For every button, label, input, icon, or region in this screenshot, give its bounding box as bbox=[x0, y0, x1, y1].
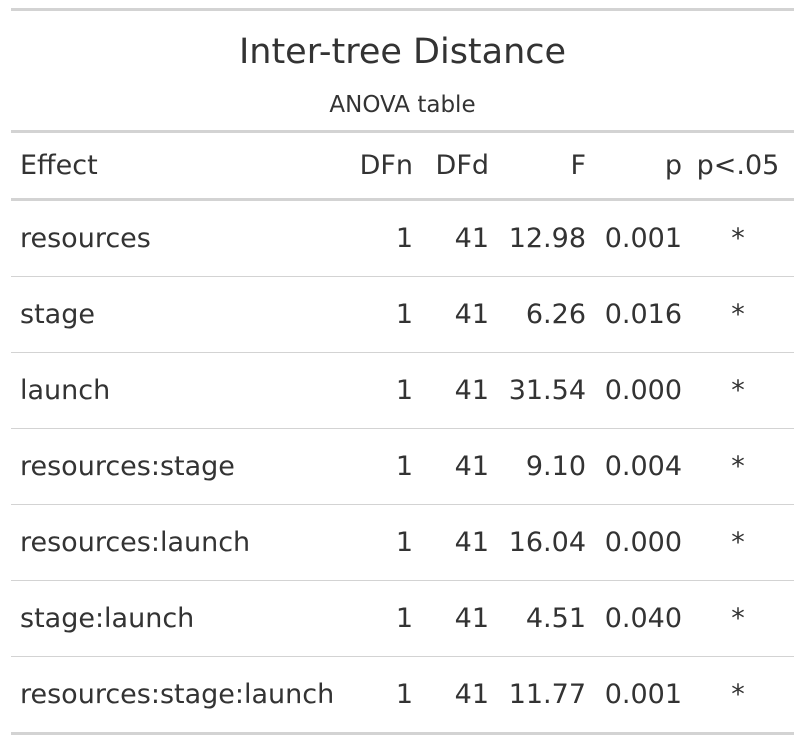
cell-f: 31.54 bbox=[489, 352, 586, 429]
cell-f: 16.04 bbox=[489, 504, 586, 581]
table-row: resources:launch 1 41 16.04 0.000 * bbox=[11, 504, 794, 581]
table-row: resources:stage 1 41 9.10 0.004 * bbox=[11, 428, 794, 505]
cell-f: 6.26 bbox=[489, 276, 586, 353]
table-row: stage:launch 1 41 4.51 0.040 * bbox=[11, 580, 794, 657]
cell-sig: * bbox=[682, 504, 794, 581]
cell-effect: resources:launch bbox=[11, 504, 346, 581]
cell-dfn: 1 bbox=[346, 352, 413, 429]
cell-sig: * bbox=[682, 199, 794, 277]
cell-dfn: 1 bbox=[346, 504, 413, 581]
cell-dfn: 1 bbox=[346, 428, 413, 505]
column-header-p: p bbox=[586, 133, 682, 201]
table-row: resources:stage:launch 1 41 11.77 0.001 … bbox=[11, 656, 794, 735]
cell-sig: * bbox=[682, 352, 794, 429]
cell-sig: * bbox=[682, 656, 794, 735]
table-title: Inter-tree Distance bbox=[238, 32, 567, 72]
cell-dfd: 41 bbox=[413, 504, 489, 581]
cell-sig: * bbox=[682, 276, 794, 353]
table-row: stage 1 41 6.26 0.016 * bbox=[11, 276, 794, 353]
cell-dfd: 41 bbox=[413, 199, 489, 277]
column-header-dfn: DFn bbox=[346, 133, 413, 201]
cell-p: 0.040 bbox=[586, 580, 682, 657]
cell-dfn: 1 bbox=[346, 199, 413, 277]
anova-table-container: Inter-tree Distance ANOVA table Effect D… bbox=[11, 8, 794, 735]
table-subtitle: ANOVA table bbox=[329, 92, 476, 118]
cell-effect: stage:launch bbox=[11, 580, 346, 657]
cell-effect: launch bbox=[11, 352, 346, 429]
cell-effect: resources bbox=[11, 199, 346, 277]
cell-dfd: 41 bbox=[413, 656, 489, 735]
column-header-f: F bbox=[489, 133, 586, 201]
anova-table: Effect DFn DFd F p p<.05 resources 1 41 … bbox=[11, 133, 794, 735]
cell-effect: resources:stage bbox=[11, 428, 346, 505]
cell-p: 0.004 bbox=[586, 428, 682, 505]
table-row: resources 1 41 12.98 0.001 * bbox=[11, 199, 794, 277]
column-header-sig: p<.05 bbox=[682, 133, 794, 201]
cell-dfd: 41 bbox=[413, 352, 489, 429]
cell-p: 0.000 bbox=[586, 504, 682, 581]
cell-f: 12.98 bbox=[489, 199, 586, 277]
cell-f: 4.51 bbox=[489, 580, 586, 657]
cell-sig: * bbox=[682, 580, 794, 657]
cell-dfd: 41 bbox=[413, 276, 489, 353]
header-top-rule bbox=[11, 130, 794, 133]
cell-p: 0.001 bbox=[586, 199, 682, 277]
cell-dfn: 1 bbox=[346, 656, 413, 735]
cell-dfd: 41 bbox=[413, 428, 489, 505]
column-header-effect: Effect bbox=[11, 133, 346, 201]
cell-dfn: 1 bbox=[346, 276, 413, 353]
cell-p: 0.016 bbox=[586, 276, 682, 353]
column-header-dfd: DFd bbox=[413, 133, 489, 201]
cell-p: 0.000 bbox=[586, 352, 682, 429]
cell-sig: * bbox=[682, 428, 794, 505]
top-rule bbox=[11, 8, 794, 11]
cell-effect: resources:stage:launch bbox=[11, 656, 346, 735]
cell-dfn: 1 bbox=[346, 580, 413, 657]
cell-effect: stage bbox=[11, 276, 346, 353]
cell-f: 9.10 bbox=[489, 428, 586, 505]
cell-dfd: 41 bbox=[413, 580, 489, 657]
cell-p: 0.001 bbox=[586, 656, 682, 735]
header-row: Effect DFn DFd F p p<.05 bbox=[11, 133, 794, 201]
cell-f: 11.77 bbox=[489, 656, 586, 735]
table-row: launch 1 41 31.54 0.000 * bbox=[11, 352, 794, 429]
